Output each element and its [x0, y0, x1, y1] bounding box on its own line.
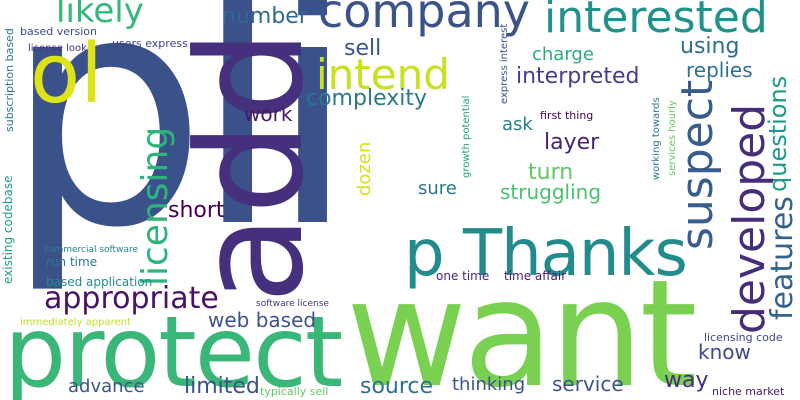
word-niche-market: niche market [712, 385, 785, 398]
word-based-version: based version [20, 25, 97, 38]
word-layer: layer [544, 130, 600, 155]
word-users-express: users express [112, 37, 188, 50]
word-add: add [166, 29, 336, 304]
word-turn: turn [528, 160, 574, 185]
word-limited: limited [184, 374, 260, 399]
word-charge: charge [532, 44, 594, 65]
word-thinking: thinking [452, 374, 526, 395]
word-sell: sell [344, 36, 382, 61]
word-one-time: one time [436, 269, 490, 283]
word-number: number [222, 4, 308, 29]
word-using: using [680, 34, 740, 59]
word-intend: intend [316, 50, 450, 99]
word-growth-potential: growth potential [461, 95, 472, 178]
word-based-application: based application [46, 275, 153, 289]
word-questions: questions [764, 75, 792, 192]
word-run-time: run time [46, 255, 98, 269]
word-subscription-based: subscription based [3, 28, 16, 132]
word-source: source [360, 374, 434, 399]
word-first-thing: first thing [540, 109, 594, 122]
word-p-thanks: p Thanks [404, 217, 688, 291]
word-dozen: dozen [354, 141, 375, 196]
word-service: service [552, 372, 624, 396]
word-protect: protect [4, 296, 343, 400]
word-license-look: license look [28, 43, 87, 54]
word-ol: ol [30, 27, 103, 122]
word-commercial-software: commercial software [44, 245, 139, 255]
word-likely: likely [56, 0, 144, 31]
word-interpreted: interpreted [516, 64, 640, 89]
word-services-hourly: services hourly [667, 100, 678, 176]
word-web-based: web based [208, 308, 317, 332]
word-work: work [244, 102, 293, 126]
word-advance: advance [68, 376, 145, 397]
word-working-towards: working towards [651, 97, 662, 180]
word-complexity: complexity [306, 86, 427, 111]
word-want: want [346, 248, 698, 400]
word-time-affair: time affair [504, 269, 567, 283]
word-typically-sell: typically sell [260, 385, 329, 398]
word-appropriate: appropriate [44, 281, 219, 316]
word-replies: replies [686, 58, 753, 82]
word-licensing-code: licensing code [704, 331, 783, 344]
word-existing-codebase: existing codebase [1, 175, 15, 284]
word-suspect: suspect [672, 79, 723, 250]
word-sure: sure [418, 178, 457, 199]
word-struggling: struggling [500, 180, 602, 204]
word-company: company [318, 0, 531, 38]
word-pli: pli [4, 0, 357, 298]
word-interested: interested [544, 0, 768, 43]
word-know: know [698, 340, 751, 364]
word-ask: ask [502, 114, 533, 135]
word-features: features [765, 196, 800, 320]
word-immediately-apparent: immediately apparent [20, 317, 131, 328]
word-software-license: software license [256, 299, 329, 309]
word-way: way [664, 368, 709, 393]
word-short: short [168, 198, 225, 223]
word-express-interest: express interest [499, 23, 510, 104]
